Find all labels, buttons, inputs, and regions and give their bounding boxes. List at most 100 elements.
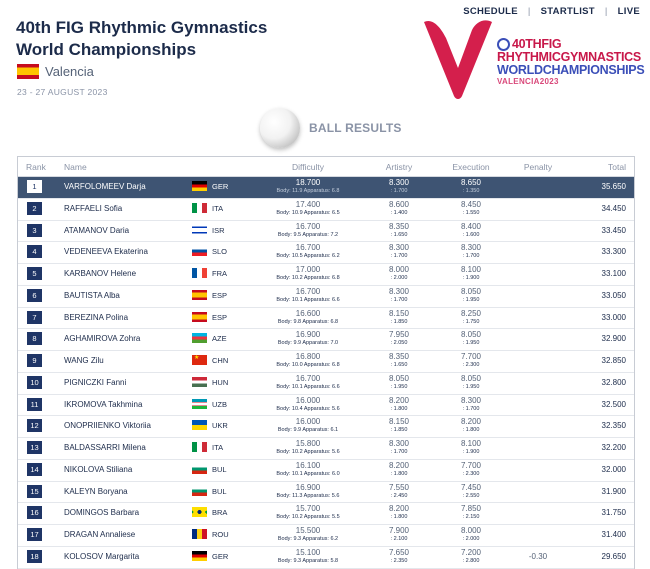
nav-startlist-link[interactable]: STARTLIST bbox=[540, 5, 595, 17]
results-table: Rank Name Difficulty Artistry Execution … bbox=[17, 156, 635, 569]
execution-deduction: : 2.300 bbox=[462, 362, 480, 368]
difficulty-breakdown: Body: 10.9 Apparatus: 6.5 bbox=[276, 209, 340, 216]
country-code: ESP bbox=[212, 290, 228, 300]
execution-score: 8.000 bbox=[460, 526, 482, 535]
athlete-name[interactable]: KALEYN Boryana bbox=[64, 486, 128, 496]
ukr-flag-icon bbox=[192, 420, 207, 431]
artistry-deduction: : 1.650 bbox=[390, 231, 408, 238]
athlete-name[interactable]: DOMINGOS Barbara bbox=[64, 508, 140, 518]
table-row[interactable]: 4 VEDENEEVA Ekaterina SLO 16.700 Body: 10.5 … bbox=[18, 242, 634, 264]
execution-deduction: : 1.900 bbox=[462, 275, 480, 281]
athlete-name[interactable]: NIKOLOVA Stiliana bbox=[64, 464, 133, 474]
header-artistry: Artistry bbox=[385, 161, 413, 172]
championship-logo-v-icon bbox=[424, 20, 492, 100]
execution-score: 8.050 bbox=[460, 330, 482, 340]
ita-flag-icon bbox=[192, 202, 207, 213]
difficulty-score: 18.700 bbox=[295, 178, 321, 187]
execution-deduction: : 1.350 bbox=[462, 188, 480, 194]
table-row[interactable]: 15 KALEYN Boryana BUL 16.900 Body: 11.3 Appa… bbox=[18, 482, 634, 504]
table-row[interactable]: 1 VARFOLOMEEV Darja GER 18.700 Body: 11.9 Ap… bbox=[18, 177, 634, 199]
difficulty-breakdown: Body: 10.2 Apparatus: 6.8 bbox=[276, 275, 340, 281]
nav-live-link[interactable]: LIVE bbox=[617, 5, 640, 17]
table-row[interactable]: 13 BALDASSARRI Milena ITA 15.800 Body: 10.2 … bbox=[18, 438, 634, 460]
table-row[interactable]: 12 ONOPRIIENKO Viktoriia UKR 16.000 Body: 9.… bbox=[18, 416, 634, 438]
header-penalty: Penalty bbox=[523, 161, 553, 172]
country-code: HUN bbox=[212, 377, 229, 387]
athlete-name[interactable]: ATAMANOV Daria bbox=[64, 225, 130, 235]
header-difficulty: Difficulty bbox=[292, 161, 324, 172]
header-rank: Rank bbox=[26, 161, 46, 172]
difficulty-breakdown: Body: 9.3 Apparatus: 5.8 bbox=[277, 557, 339, 564]
table-row[interactable]: 9 WANG Zilu ★ CHN 16.800 Body: 10.0 Apparatus… bbox=[18, 351, 634, 373]
rank-badge: 1 bbox=[27, 180, 42, 193]
artistry-score: 8.000 bbox=[388, 265, 410, 274]
country-code: ITA bbox=[212, 443, 224, 452]
athlete-name[interactable]: PIGNICZKI Fanni bbox=[64, 377, 127, 387]
execution-deduction: : 2.550 bbox=[462, 492, 480, 499]
artistry-score: 7.900 bbox=[388, 526, 410, 535]
difficulty-breakdown: Body: 11.3 Apparatus: 5.6 bbox=[276, 492, 340, 499]
country-code: CHN bbox=[212, 356, 229, 365]
rank-badge: 11 bbox=[27, 397, 42, 411]
rank-badge: 15 bbox=[27, 484, 42, 498]
country-code: GER bbox=[212, 182, 229, 191]
nav-schedule-link[interactable]: SCHEDULE bbox=[463, 5, 518, 17]
athlete-name[interactable]: RAFFAELI Sofia bbox=[64, 203, 123, 213]
artistry-score: 8.050 bbox=[388, 373, 410, 383]
table-row[interactable]: 14 NIKOLOVA Stiliana BUL 16.100 Body: 10.1 A… bbox=[18, 460, 634, 482]
table-row[interactable]: 7 BEREZINA Polina ESP 16.600 Body: 9.8 Appar… bbox=[18, 308, 634, 330]
athlete-name[interactable]: KARBANOV Helene bbox=[64, 269, 137, 278]
athlete-name[interactable]: VEDENEEVA Ekaterina bbox=[64, 247, 148, 257]
artistry-deduction: : 1.800 bbox=[390, 405, 408, 412]
ita-flag-icon bbox=[192, 442, 207, 452]
difficulty-breakdown: Body: 10.5 Apparatus: 6.2 bbox=[276, 253, 340, 260]
athlete-name[interactable]: AGHAMIROVA Zohra bbox=[64, 334, 141, 344]
athlete-name[interactable]: BALDASSARRI Milena bbox=[64, 443, 146, 452]
artistry-score: 7.650 bbox=[388, 547, 410, 557]
difficulty-breakdown: Body: 11.9 Apparatus: 6.8 bbox=[276, 188, 340, 194]
rank-badge: 6 bbox=[27, 288, 42, 302]
execution-score: 8.050 bbox=[460, 286, 482, 296]
table-row[interactable]: 5 KARBANOV Helene FRA 17.000 Body: 10.2 Appa… bbox=[18, 264, 634, 286]
athlete-name[interactable]: BEREZINA Polina bbox=[64, 312, 129, 322]
rank-badge: 4 bbox=[27, 245, 42, 259]
difficulty-score: 15.700 bbox=[295, 504, 321, 514]
execution-score: 7.450 bbox=[460, 482, 482, 492]
difficulty-breakdown: Body: 10.2 Apparatus: 5.5 bbox=[276, 514, 340, 521]
artistry-score: 8.350 bbox=[388, 352, 410, 361]
table-row[interactable]: 8 AGHAMIROVA Zohra AZE 16.900 Body: 9.9 Appa… bbox=[18, 329, 634, 351]
rank-badge: 13 bbox=[27, 441, 42, 454]
page-title: 40th FIG Rhythmic Gymnastics World Champ… bbox=[16, 18, 268, 59]
athlete-name[interactable]: DRAGAN Annaliese bbox=[64, 530, 136, 539]
table-row[interactable]: 3 ATAMANOV Daria ISR 16.700 Body: 9.5 Appara… bbox=[18, 221, 634, 243]
rou-flag-icon bbox=[192, 529, 207, 539]
table-row[interactable]: 2 RAFFAELI Sofia ITA 17.400 Body: 10.9 Appar… bbox=[18, 199, 634, 221]
artistry-score: 8.300 bbox=[388, 439, 410, 448]
athlete-name[interactable]: VARFOLOMEEV Darja bbox=[64, 182, 146, 191]
table-row[interactable]: 10 PIGNICZKI Fanni HUN 16.700 Body: 10.1 App… bbox=[18, 373, 634, 395]
table-row[interactable]: 18 KOLOSOV Margarita GER 15.100 Body: 9.3 Ap… bbox=[18, 547, 634, 569]
championship-logo: 40THFIG RHYTHMICGYMNASTICS WORLDCHAMPION… bbox=[497, 38, 647, 87]
execution-score: 8.400 bbox=[460, 221, 482, 231]
athlete-name[interactable]: ONOPRIIENKO Viktoriia bbox=[64, 421, 151, 431]
athlete-name[interactable]: KOLOSOV Margarita bbox=[64, 551, 140, 561]
athlete-name[interactable]: WANG Zilu bbox=[64, 356, 104, 365]
execution-deduction: : 1.600 bbox=[462, 231, 480, 238]
table-row[interactable]: 11 IKROMOVA Takhmina UZB 16.000 Body: 10.4 A… bbox=[18, 395, 634, 417]
artistry-score: 8.200 bbox=[388, 460, 410, 470]
table-row[interactable]: 17 DRAGAN Annaliese ROU 15.500 Body: 9.3 App… bbox=[18, 525, 634, 547]
table-row[interactable]: 6 BAUTISTA Alba ESP 16.700 Body: 10.1 Appara… bbox=[18, 286, 634, 308]
execution-score: 8.450 bbox=[460, 199, 482, 209]
execution-score: 8.100 bbox=[460, 439, 482, 448]
hun-flag-icon bbox=[192, 376, 207, 387]
rank-badge: 18 bbox=[27, 549, 42, 563]
athlete-name[interactable]: IKROMOVA Takhmina bbox=[64, 399, 143, 409]
total-score: 31.400 bbox=[601, 530, 626, 539]
execution-score: 7.850 bbox=[460, 504, 482, 514]
table-row[interactable]: 16 DOMINGOS Barbara BRA 15.700 Body: 10.2 Ap… bbox=[18, 503, 634, 525]
country-code: GER bbox=[212, 551, 229, 561]
artistry-deduction: : 1.950 bbox=[390, 383, 408, 390]
rank-badge: 2 bbox=[27, 201, 42, 215]
execution-deduction: : 1.800 bbox=[462, 427, 480, 434]
athlete-name[interactable]: BAUTISTA Alba bbox=[64, 290, 120, 300]
